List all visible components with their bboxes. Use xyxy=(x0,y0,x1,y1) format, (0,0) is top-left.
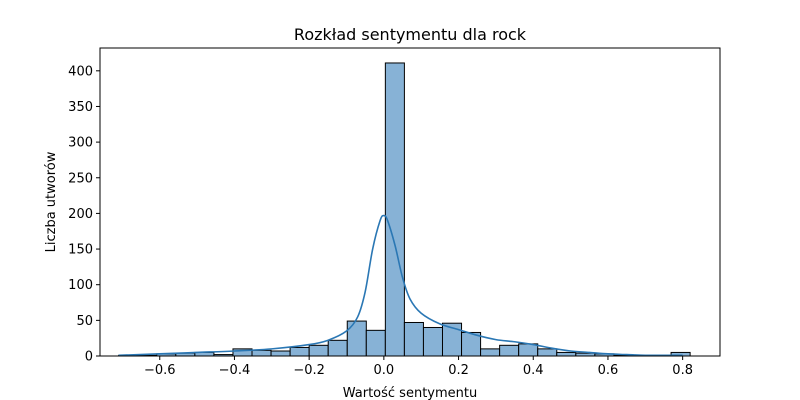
histogram-bar xyxy=(327,339,348,357)
x-tick-label: 0.8 xyxy=(672,363,693,378)
histogram-bar xyxy=(556,351,577,357)
y-tick-label: 400 xyxy=(68,64,93,79)
histogram-bar xyxy=(384,62,405,357)
y-tick-label: 0 xyxy=(85,350,93,365)
y-tick-label: 350 xyxy=(68,100,93,115)
x-tick-label: 0.0 xyxy=(374,363,395,378)
y-tick-label: 150 xyxy=(68,243,93,258)
kde-line xyxy=(118,214,683,357)
y-axis-label: Liczba utworów xyxy=(44,151,59,252)
x-tick-label: 0.4 xyxy=(523,363,544,378)
histogram-bar xyxy=(403,321,424,357)
y-tick-label: 200 xyxy=(68,207,93,222)
x-tick-label: −0.6 xyxy=(144,363,176,378)
histogram-bar xyxy=(270,350,291,357)
x-tick-label: 0.6 xyxy=(598,363,619,378)
x-tick-label: −0.2 xyxy=(293,363,325,378)
histogram-bar xyxy=(346,320,367,357)
y-tick-label: 50 xyxy=(76,314,93,329)
x-axis-label: Wartość sentymentu xyxy=(343,386,477,400)
y-tick-label: 250 xyxy=(68,171,93,186)
histogram-bar xyxy=(251,349,272,357)
plot-area-frame xyxy=(99,47,721,357)
kde-group xyxy=(118,214,683,357)
y-tick-label: 100 xyxy=(68,278,93,293)
histogram-bar xyxy=(537,348,558,357)
histogram-bar xyxy=(308,344,329,357)
histogram-bar xyxy=(365,329,386,357)
histogram-bar xyxy=(480,348,501,357)
histogram-bar xyxy=(499,344,520,357)
histogram-bar xyxy=(289,346,310,357)
histogram-bar xyxy=(518,343,539,357)
y-tick-label: 300 xyxy=(68,136,93,151)
x-tick-label: −0.4 xyxy=(219,363,251,378)
x-tick-label: 0.2 xyxy=(448,363,469,378)
chart-title: Rozkład sentymentu dla rock xyxy=(294,25,527,44)
bars-group xyxy=(118,62,691,357)
x-axis: −0.6 −0.4 −0.2 0.0 0.2 0.4 0.6 0.8 xyxy=(144,356,693,378)
y-axis: 0 50 100 150 200 250 300 350 400 xyxy=(68,64,100,365)
histogram-bar xyxy=(422,326,443,357)
